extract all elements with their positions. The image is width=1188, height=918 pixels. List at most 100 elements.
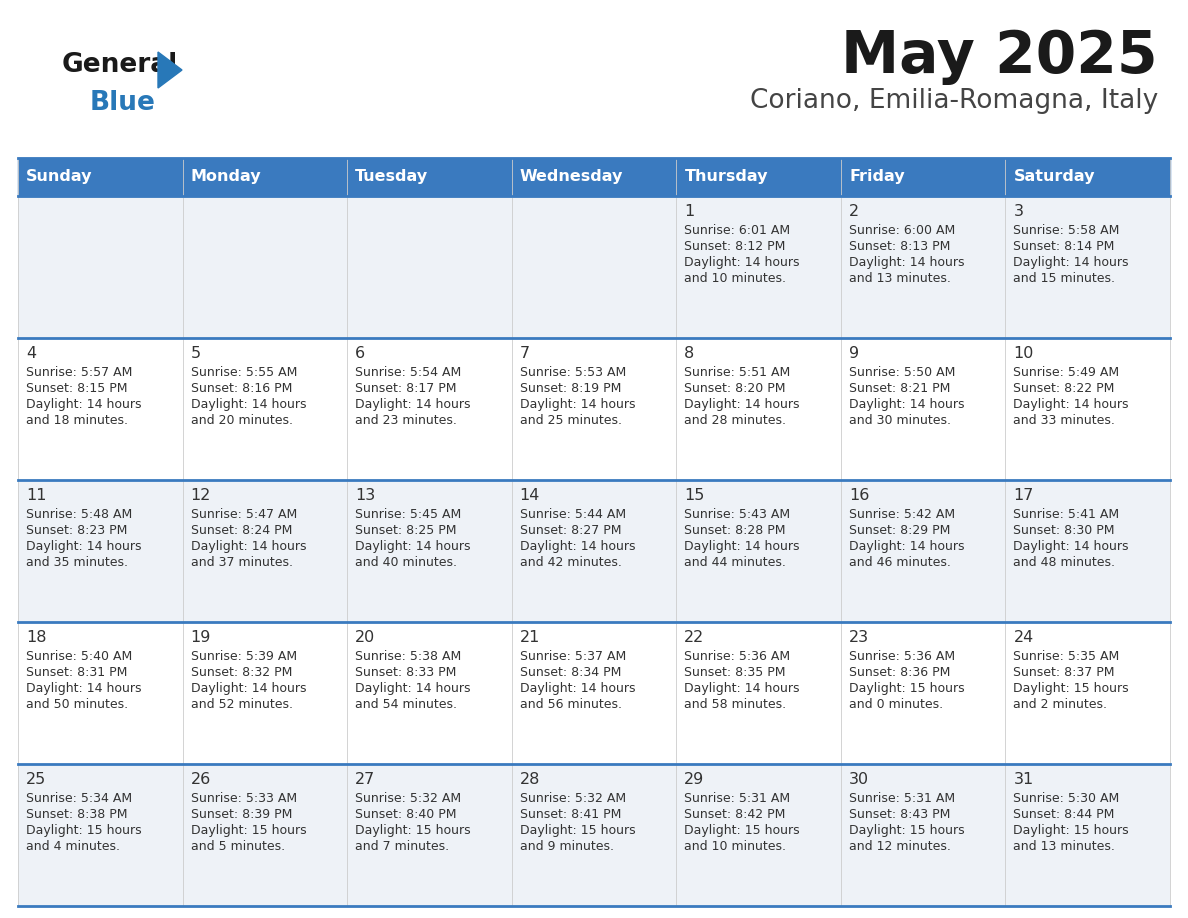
Text: 22: 22 [684,630,704,645]
Text: 31: 31 [1013,772,1034,787]
Text: Sunset: 8:20 PM: Sunset: 8:20 PM [684,382,785,395]
Text: 30: 30 [849,772,868,787]
Text: Sunrise: 5:49 AM: Sunrise: 5:49 AM [1013,366,1119,379]
Text: Sunrise: 5:41 AM: Sunrise: 5:41 AM [1013,508,1119,521]
Text: Sunrise: 5:36 AM: Sunrise: 5:36 AM [849,650,955,663]
Text: Sunset: 8:16 PM: Sunset: 8:16 PM [190,382,292,395]
Text: and 30 minutes.: and 30 minutes. [849,414,950,427]
Text: Daylight: 14 hours: Daylight: 14 hours [26,682,141,695]
Text: Daylight: 15 hours: Daylight: 15 hours [190,824,307,837]
Text: Sunrise: 5:34 AM: Sunrise: 5:34 AM [26,792,132,805]
Text: Daylight: 14 hours: Daylight: 14 hours [519,540,636,553]
Text: Daylight: 14 hours: Daylight: 14 hours [1013,256,1129,269]
Text: Daylight: 14 hours: Daylight: 14 hours [519,682,636,695]
Text: Daylight: 14 hours: Daylight: 14 hours [190,540,307,553]
Text: Daylight: 14 hours: Daylight: 14 hours [849,256,965,269]
Text: Sunrise: 5:57 AM: Sunrise: 5:57 AM [26,366,132,379]
Bar [347,158,512,196]
Text: and 2 minutes.: and 2 minutes. [1013,698,1107,711]
Bar [512,158,676,196]
Text: Sunrise: 5:39 AM: Sunrise: 5:39 AM [190,650,297,663]
Text: Sunrise: 5:31 AM: Sunrise: 5:31 AM [849,792,955,805]
Text: and 5 minutes.: and 5 minutes. [190,840,285,853]
Text: Sunrise: 5:47 AM: Sunrise: 5:47 AM [190,508,297,521]
Text: Daylight: 15 hours: Daylight: 15 hours [519,824,636,837]
Text: Daylight: 15 hours: Daylight: 15 hours [1013,682,1129,695]
Text: and 58 minutes.: and 58 minutes. [684,698,786,711]
Text: Sunset: 8:40 PM: Sunset: 8:40 PM [355,808,456,821]
Text: 29: 29 [684,772,704,787]
Text: Sunrise: 5:43 AM: Sunrise: 5:43 AM [684,508,790,521]
Text: Sunset: 8:44 PM: Sunset: 8:44 PM [1013,808,1114,821]
Bar [676,158,841,196]
Text: Sunrise: 5:51 AM: Sunrise: 5:51 AM [684,366,790,379]
Text: Daylight: 14 hours: Daylight: 14 hours [849,540,965,553]
Text: Sunset: 8:14 PM: Sunset: 8:14 PM [1013,240,1114,253]
Text: and 48 minutes.: and 48 minutes. [1013,556,1116,569]
Text: and 0 minutes.: and 0 minutes. [849,698,943,711]
Text: 14: 14 [519,488,541,503]
Text: Daylight: 15 hours: Daylight: 15 hours [355,824,470,837]
Text: and 33 minutes.: and 33 minutes. [1013,414,1116,427]
Text: Sunrise: 5:38 AM: Sunrise: 5:38 AM [355,650,461,663]
Bar [18,480,1170,622]
Text: Daylight: 14 hours: Daylight: 14 hours [26,540,141,553]
Text: and 50 minutes.: and 50 minutes. [26,698,128,711]
Text: 6: 6 [355,346,365,361]
Text: Friday: Friday [849,170,905,185]
Text: Sunrise: 5:31 AM: Sunrise: 5:31 AM [684,792,790,805]
Bar [18,196,1170,338]
Text: and 35 minutes.: and 35 minutes. [26,556,128,569]
Text: Sunset: 8:13 PM: Sunset: 8:13 PM [849,240,950,253]
Text: and 37 minutes.: and 37 minutes. [190,556,292,569]
Text: Sunrise: 6:01 AM: Sunrise: 6:01 AM [684,224,790,237]
Text: 23: 23 [849,630,868,645]
Text: 25: 25 [26,772,46,787]
Text: Sunset: 8:41 PM: Sunset: 8:41 PM [519,808,621,821]
Text: Sunset: 8:43 PM: Sunset: 8:43 PM [849,808,950,821]
Text: Daylight: 15 hours: Daylight: 15 hours [849,824,965,837]
Text: 16: 16 [849,488,870,503]
Text: Sunrise: 5:58 AM: Sunrise: 5:58 AM [1013,224,1120,237]
Text: and 9 minutes.: and 9 minutes. [519,840,614,853]
Text: and 56 minutes.: and 56 minutes. [519,698,621,711]
Text: Sunrise: 5:32 AM: Sunrise: 5:32 AM [519,792,626,805]
Text: Sunrise: 5:55 AM: Sunrise: 5:55 AM [190,366,297,379]
Text: 7: 7 [519,346,530,361]
Text: 4: 4 [26,346,36,361]
Text: Sunrise: 6:00 AM: Sunrise: 6:00 AM [849,224,955,237]
Text: and 7 minutes.: and 7 minutes. [355,840,449,853]
Text: May 2025: May 2025 [841,28,1158,85]
Text: 26: 26 [190,772,210,787]
Text: 12: 12 [190,488,211,503]
Text: 28: 28 [519,772,541,787]
Text: Daylight: 14 hours: Daylight: 14 hours [684,398,800,411]
Text: Sunrise: 5:33 AM: Sunrise: 5:33 AM [190,792,297,805]
Text: Sunset: 8:36 PM: Sunset: 8:36 PM [849,666,950,679]
Text: Daylight: 14 hours: Daylight: 14 hours [355,682,470,695]
Text: Sunset: 8:30 PM: Sunset: 8:30 PM [1013,524,1114,537]
Text: Sunset: 8:28 PM: Sunset: 8:28 PM [684,524,785,537]
Text: Sunrise: 5:48 AM: Sunrise: 5:48 AM [26,508,132,521]
Text: Sunday: Sunday [26,170,93,185]
Text: 3: 3 [1013,204,1023,219]
Bar [1005,158,1170,196]
Text: 9: 9 [849,346,859,361]
Text: Sunrise: 5:40 AM: Sunrise: 5:40 AM [26,650,132,663]
Text: 2: 2 [849,204,859,219]
Text: and 20 minutes.: and 20 minutes. [190,414,292,427]
Text: Daylight: 14 hours: Daylight: 14 hours [1013,398,1129,411]
Text: Daylight: 14 hours: Daylight: 14 hours [1013,540,1129,553]
Text: Daylight: 15 hours: Daylight: 15 hours [684,824,800,837]
Text: and 44 minutes.: and 44 minutes. [684,556,786,569]
Text: Sunset: 8:24 PM: Sunset: 8:24 PM [190,524,292,537]
Text: Thursday: Thursday [684,170,767,185]
Text: Daylight: 14 hours: Daylight: 14 hours [684,256,800,269]
Text: Daylight: 14 hours: Daylight: 14 hours [849,398,965,411]
Text: Sunset: 8:19 PM: Sunset: 8:19 PM [519,382,621,395]
Bar [183,158,347,196]
Text: and 10 minutes.: and 10 minutes. [684,840,786,853]
Text: Sunrise: 5:32 AM: Sunrise: 5:32 AM [355,792,461,805]
Text: Sunrise: 5:44 AM: Sunrise: 5:44 AM [519,508,626,521]
Text: Sunset: 8:42 PM: Sunset: 8:42 PM [684,808,785,821]
